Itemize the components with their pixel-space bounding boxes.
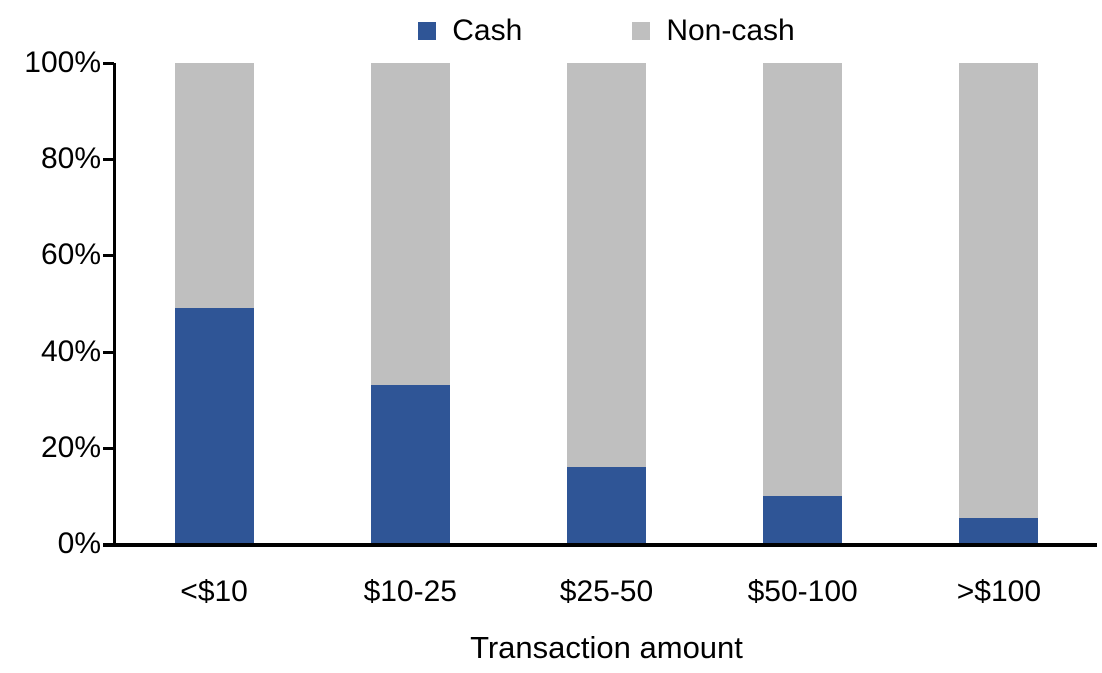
y-axis-tick [103, 254, 114, 258]
y-axis-tick-label: 20% [40, 430, 101, 464]
y-axis-tick [103, 446, 114, 450]
x-axis-category-label: <$10 [180, 575, 248, 608]
legend-swatch-icon [418, 22, 437, 40]
legend-label: Non-cash [666, 14, 795, 47]
bar-segment-noncash [763, 63, 842, 496]
bar-segment-noncash [959, 63, 1038, 518]
bar-segment-cash [959, 518, 1038, 544]
y-axis-tick [103, 62, 114, 65]
bar-segment-cash [175, 308, 254, 544]
legend-item-cash: Cash [418, 16, 522, 46]
y-axis-tick [103, 350, 114, 354]
y-axis-tick-label: 40% [40, 334, 101, 368]
legend-item-non-cash: Non-cash [632, 14, 795, 47]
bar-segment-noncash [371, 63, 450, 385]
x-axis-category-label: $25-50 [559, 575, 654, 608]
y-axis-tick-label: 60% [40, 238, 101, 272]
y-axis-tick [103, 158, 114, 162]
y-axis-tick-label: 80% [40, 142, 101, 176]
x-axis-title: Transaction amount [470, 630, 743, 665]
legend-label: Cash [452, 14, 523, 47]
legend: Cash Non-cash [116, 10, 1097, 52]
x-axis-category-label: >$100 [956, 575, 1042, 608]
x-axis-category-label: $50-100 [747, 575, 858, 608]
bar-segment-noncash [567, 63, 646, 467]
y-axis-line [113, 63, 116, 547]
y-axis-tick-label: 0% [57, 527, 101, 560]
bar-segment-cash [371, 385, 450, 544]
y-axis-tick-label: 100% [24, 46, 101, 79]
bar-segment-noncash [175, 63, 254, 308]
bar-segment-cash [763, 496, 842, 544]
legend-swatch-icon [632, 22, 651, 40]
bar-segment-cash [567, 467, 646, 544]
x-axis-category-label: $10-25 [363, 575, 457, 608]
x-axis-line [103, 543, 1097, 547]
